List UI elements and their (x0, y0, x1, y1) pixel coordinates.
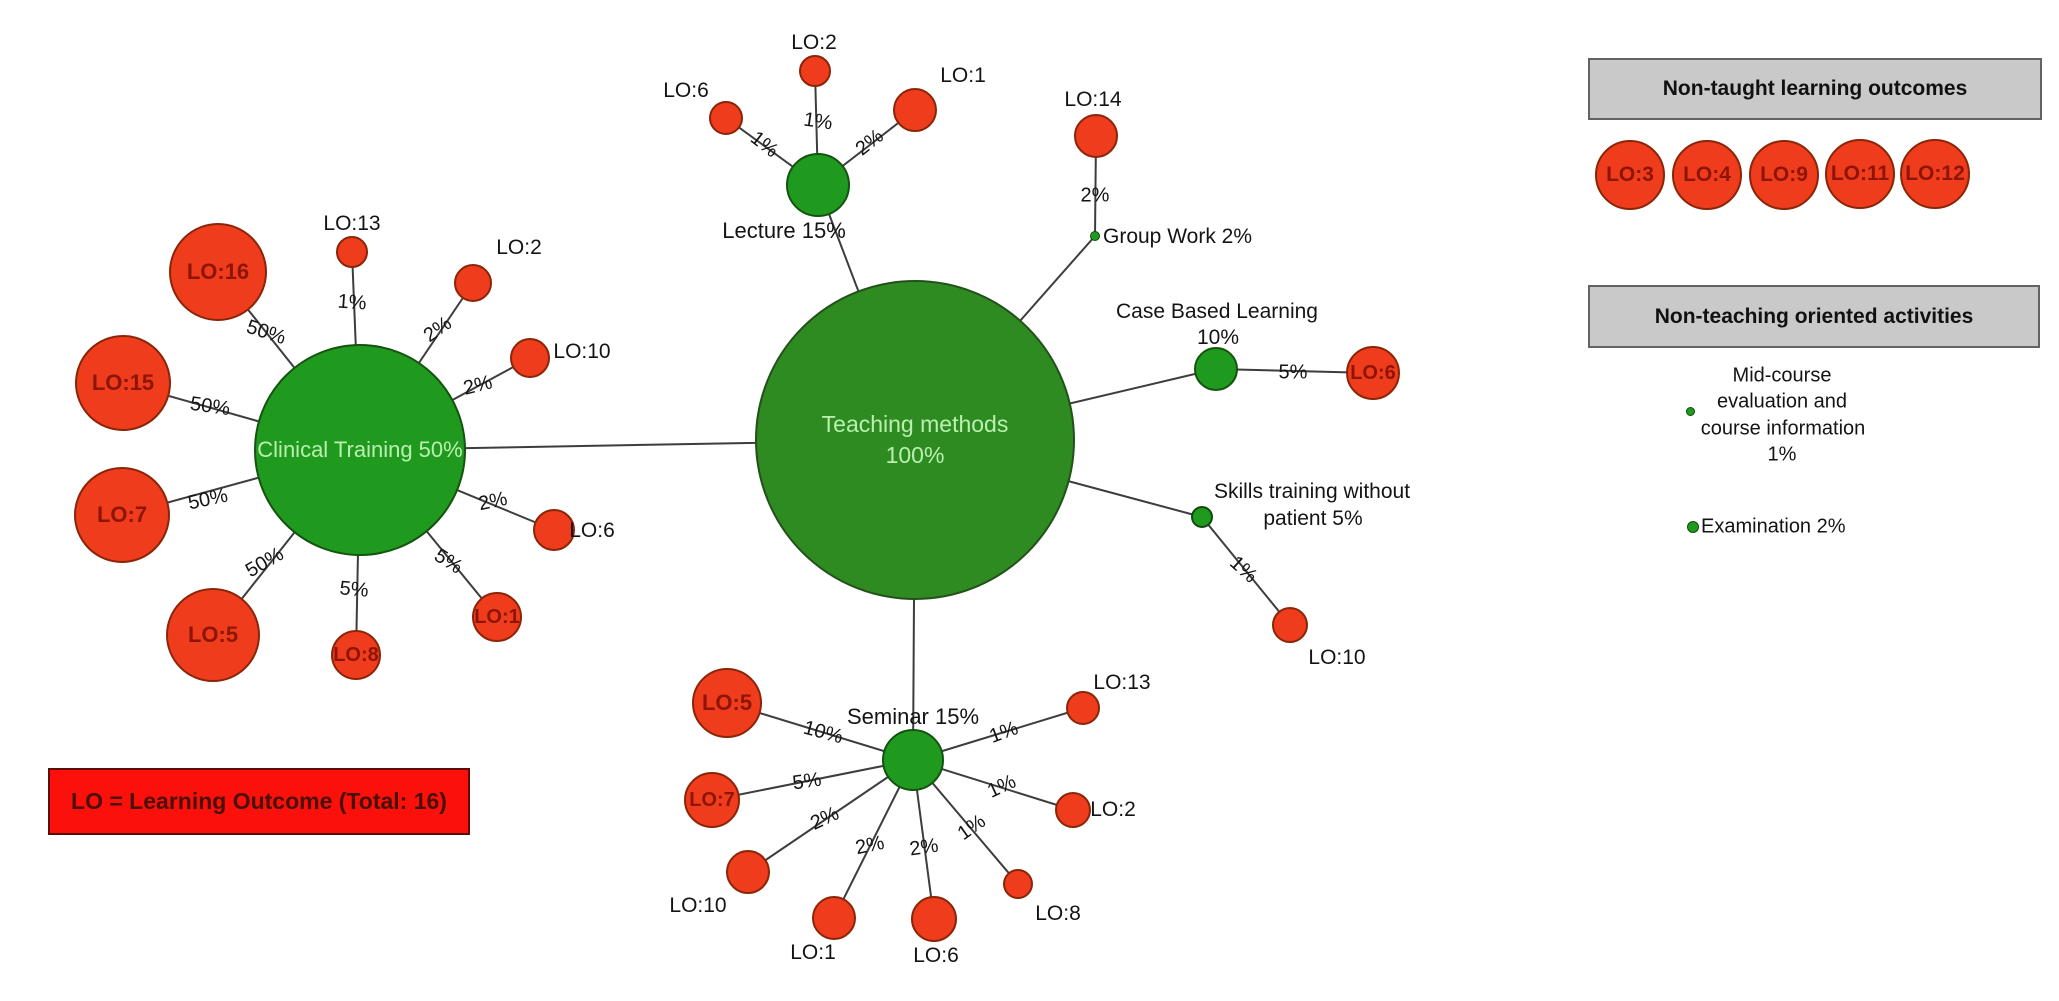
node-clinical-lo7: LO:7 (74, 467, 170, 563)
node-nontaught-lo4: LO:4 (1672, 140, 1742, 210)
label-clinical-lo2: LO:2 (496, 236, 542, 259)
non-teaching-panel-header: Non-teaching oriented activities (1588, 285, 2040, 348)
node-seminar-lo7: LO:7 (684, 772, 740, 828)
label-seminar-lo2: LO:2 (1090, 798, 1136, 821)
lo-legend-label: LO = Learning Outcome (Total: 16) (71, 788, 447, 814)
node-seminar-lo6 (911, 896, 957, 942)
skills-training-node (1191, 506, 1213, 528)
mid-course-dot (1686, 407, 1695, 416)
node-seminar-lo2 (1055, 792, 1091, 828)
label-clinical-lo6: LO:6 (569, 519, 615, 542)
node-clinical-lo8: LO:8 (331, 630, 381, 680)
pct-lecture-lo2: 1% (802, 108, 834, 135)
label-lecture-lo1: LO:1 (940, 64, 986, 87)
lecture-label: Lecture 15% (722, 218, 846, 243)
mid-course-label-line2: evaluation and (1716, 390, 1848, 413)
pct-seminar-lo7: 5% (791, 768, 823, 795)
teaching-methods-label: Teaching methods (821, 410, 1009, 437)
node-clinical-lo10 (510, 338, 550, 378)
mid-course-label-line1: Mid-course (1732, 364, 1832, 387)
pct-casebased-lo6: 5% (1278, 361, 1308, 384)
lecture-node (786, 153, 850, 217)
clinical-training-node: Clinical Training 50% (254, 344, 466, 556)
teaching-methods-node: Teaching methods 100% (755, 280, 1075, 600)
skills-training-label-line1: Skills training without (1213, 480, 1411, 503)
node-lecture-lo1 (893, 88, 937, 132)
clinical-training-label: Clinical Training 50% (257, 437, 463, 462)
node-nontaught-lo9: LO:9 (1749, 140, 1819, 210)
node-lecture-lo6 (709, 101, 743, 135)
mid-course-label-line4: 1% (1767, 443, 1797, 466)
case-based-learning-percent: 10% (1196, 326, 1240, 349)
node-groupwork-lo14 (1074, 114, 1118, 158)
case-based-learning-label: Case Based Learning (1116, 300, 1318, 323)
label-clinical-lo13: LO:13 (323, 212, 381, 235)
node-seminar-lo1 (812, 896, 856, 940)
lo-legend-box: LO = Learning Outcome (Total: 16) (48, 768, 470, 835)
examination-dot (1687, 521, 1699, 533)
node-nontaught-lo11: LO:11 (1825, 139, 1895, 209)
pct-clinical-lo13: 1% (336, 290, 368, 315)
pct-clinical-lo8: 5% (338, 577, 370, 602)
teaching-methods-percent: 100% (885, 442, 945, 468)
label-clinical-lo10: LO:10 (553, 340, 611, 363)
mid-course-label-line3: course information (1700, 417, 1866, 440)
non-taught-panel-title: Non-taught learning outcomes (1662, 77, 1968, 100)
node-clinical-lo1: LO:1 (472, 592, 522, 642)
node-seminar-lo10 (726, 850, 770, 894)
label-skills-lo10: LO:10 (1308, 646, 1366, 669)
non-teaching-panel-title: Non-teaching oriented activities (1654, 304, 1974, 328)
node-clinical-lo15: LO:15 (75, 335, 171, 431)
node-lecture-lo2 (799, 55, 831, 87)
node-skills-lo10 (1272, 607, 1308, 643)
seminar-label: Seminar 15% (846, 704, 980, 729)
node-clinical-lo13 (336, 236, 368, 268)
skills-training-label-line2: patient 5% (1263, 507, 1363, 530)
examination-label: Examination 2% (1701, 515, 1846, 538)
node-seminar-lo5: LO:5 (692, 668, 762, 738)
node-seminar-lo8 (1003, 869, 1033, 899)
node-clinical-lo6 (533, 509, 575, 551)
label-lecture-lo6: LO:6 (663, 79, 709, 102)
label-groupwork-lo14: LO:14 (1064, 88, 1122, 111)
node-clinical-lo16: LO:16 (169, 223, 267, 321)
node-nontaught-lo12: LO:12 (1900, 139, 1970, 209)
pct-seminar-lo6: 2% (908, 834, 940, 861)
group-work-label: Group Work 2% (1103, 225, 1252, 248)
label-seminar-lo1: LO:1 (790, 941, 836, 964)
label-lecture-lo2: LO:2 (791, 31, 837, 54)
node-clinical-lo5: LO:5 (166, 588, 260, 682)
pct-groupwork-lo14: 2% (1080, 184, 1110, 207)
label-seminar-lo8: LO:8 (1035, 902, 1081, 925)
node-seminar-lo13 (1066, 691, 1100, 725)
group-work-node (1090, 231, 1100, 241)
label-seminar-lo6: LO:6 (913, 944, 959, 967)
case-based-learning-node (1194, 347, 1238, 391)
label-seminar-lo10: LO:10 (669, 894, 727, 917)
node-nontaught-lo3: LO:3 (1595, 140, 1665, 210)
node-casebased-lo6: LO:6 (1346, 346, 1400, 400)
label-seminar-lo13: LO:13 (1093, 671, 1151, 694)
seminar-node (882, 729, 944, 791)
node-clinical-lo2 (454, 264, 492, 302)
non-taught-panel-header: Non-taught learning outcomes (1588, 58, 2042, 120)
